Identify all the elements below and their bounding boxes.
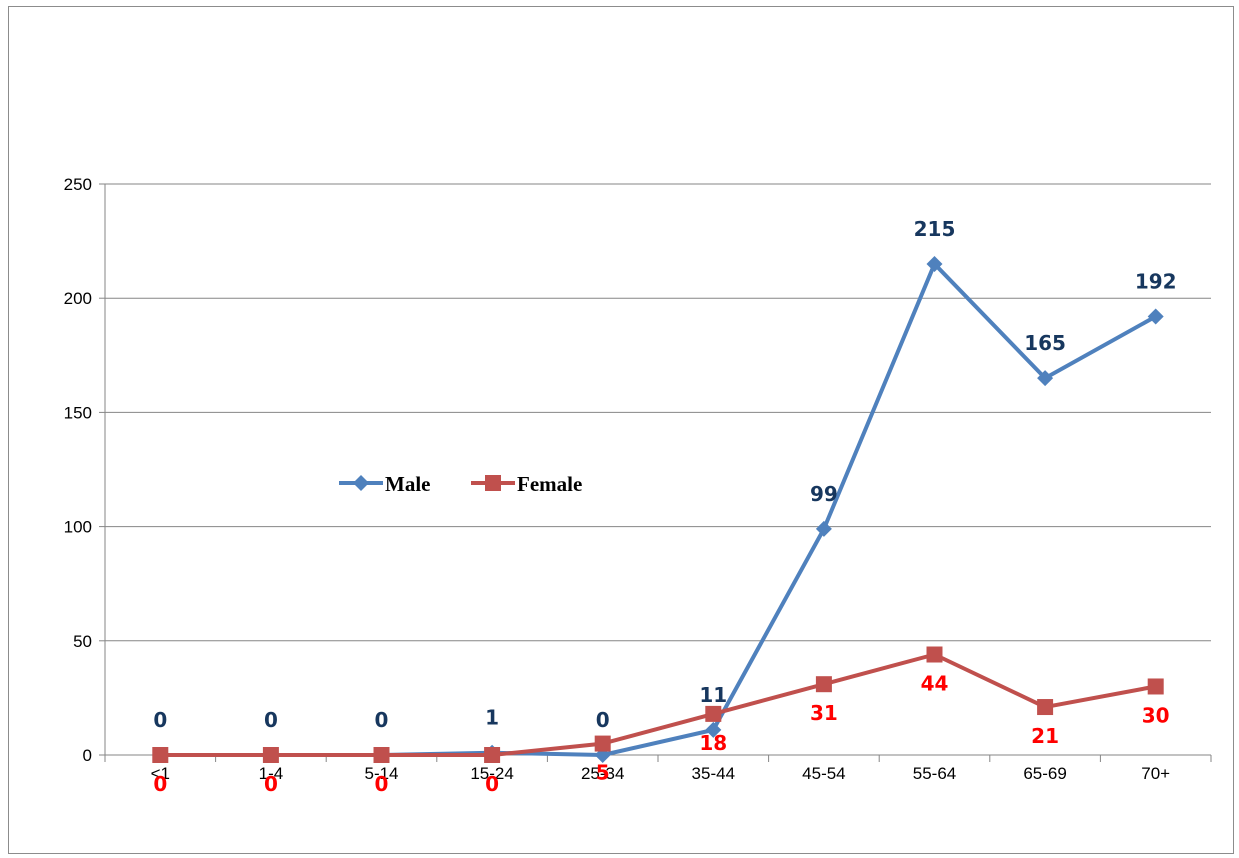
data-label-female: 30 bbox=[1142, 703, 1170, 727]
data-label-male: 165 bbox=[1024, 331, 1066, 355]
x-tick-label: 70+ bbox=[1141, 764, 1170, 783]
data-point-marker bbox=[152, 747, 169, 763]
data-labels: 0 0 0 1 0 11 99 215 165 192 0 0 0 0 5 18 31 44 21 30 bbox=[153, 217, 1176, 796]
x-tick-label: 25-34 bbox=[581, 764, 624, 783]
y-tick-label: 150 bbox=[64, 403, 92, 422]
data-point-marker bbox=[705, 721, 722, 738]
data-point-marker bbox=[1037, 370, 1054, 387]
data-point-marker bbox=[926, 255, 943, 272]
legend-label-male: Male bbox=[385, 472, 430, 496]
data-label-female: 0 bbox=[375, 772, 389, 796]
data-label-female: 44 bbox=[921, 672, 949, 696]
data-label-female: 31 bbox=[810, 701, 838, 725]
data-label-female: 5 bbox=[596, 761, 610, 785]
y-axis-ticks: 0 50 100 150 200 250 bbox=[64, 175, 92, 765]
series-group bbox=[152, 255, 1164, 763]
x-tick-label: 5-14 bbox=[364, 764, 398, 783]
data-point-marker bbox=[373, 747, 390, 763]
x-tick-label: 1-4 bbox=[259, 764, 284, 783]
data-point-marker bbox=[594, 735, 611, 752]
data-label-male: 11 bbox=[699, 683, 727, 707]
data-label-male: 0 bbox=[375, 708, 389, 732]
data-label-female: 0 bbox=[485, 772, 499, 796]
data-point-marker bbox=[1147, 308, 1164, 325]
data-label-male: 1 bbox=[485, 706, 499, 730]
gridlines bbox=[105, 183, 1211, 642]
y-tick-label: 100 bbox=[64, 518, 92, 537]
data-label-male: 0 bbox=[596, 708, 610, 732]
x-tick-label: 65-69 bbox=[1023, 764, 1066, 783]
data-label-male: 0 bbox=[153, 708, 167, 732]
x-tick-label: 45-54 bbox=[802, 764, 845, 783]
axes bbox=[99, 183, 1212, 762]
data-point-marker bbox=[484, 747, 501, 763]
data-point-marker bbox=[1037, 699, 1054, 716]
data-label-male: 215 bbox=[914, 217, 956, 241]
x-axis-ticks: <1 1-4 5-14 15-24 25-34 35-44 45-54 55-64 65-69 7… bbox=[151, 764, 1171, 783]
data-label-male: 192 bbox=[1135, 269, 1177, 293]
data-point-marker bbox=[485, 475, 501, 491]
x-tick-label: 55-64 bbox=[913, 764, 956, 783]
data-point-marker bbox=[815, 520, 832, 537]
data-point-marker bbox=[705, 705, 722, 722]
data-label-male: 0 bbox=[264, 708, 278, 732]
y-tick-label: 50 bbox=[73, 632, 92, 651]
data-point-marker bbox=[353, 475, 369, 491]
legend: Male Female bbox=[339, 472, 582, 496]
y-tick-label: 0 bbox=[83, 746, 92, 765]
data-label-female: 0 bbox=[264, 772, 278, 796]
data-label-female: 21 bbox=[1031, 724, 1059, 748]
x-tick-label: <1 bbox=[151, 764, 170, 783]
x-tick-label: 15-24 bbox=[470, 764, 513, 783]
series-line-female bbox=[160, 652, 1157, 757]
x-tick-label: 35-44 bbox=[692, 764, 735, 783]
series-line-male bbox=[160, 261, 1157, 757]
legend-label-female: Female bbox=[517, 472, 582, 496]
data-point-marker bbox=[262, 747, 279, 763]
y-tick-label: 200 bbox=[64, 289, 92, 308]
y-tick-label: 250 bbox=[64, 175, 92, 194]
data-point-marker bbox=[815, 676, 832, 693]
chart-frame: 0 50 100 150 200 250 <1 1-4 5-14 15-24 25-34 35-44… bbox=[8, 6, 1234, 854]
data-point-marker bbox=[1147, 678, 1164, 695]
data-label-male: 99 bbox=[810, 482, 838, 506]
data-point-marker bbox=[926, 646, 943, 663]
data-label-female: 0 bbox=[153, 772, 167, 796]
data-label-female: 18 bbox=[699, 731, 727, 755]
